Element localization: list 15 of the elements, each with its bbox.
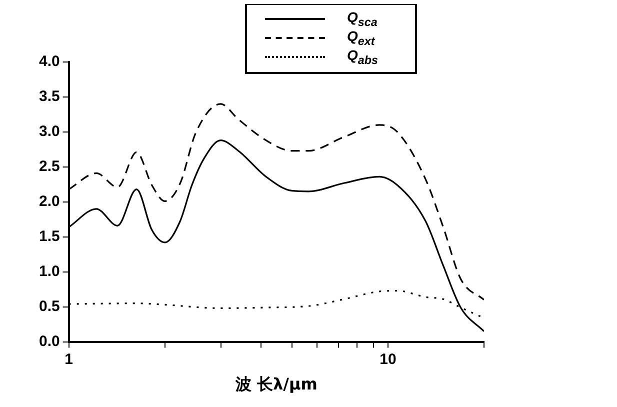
y-tick-label: 1.0 — [38, 262, 60, 280]
x-axis-title: 波 长λ/μm — [234, 374, 318, 394]
y-tick-label: 2.0 — [38, 193, 60, 210]
x-tick-label: 10 — [380, 350, 396, 368]
y-tick-label: 3.5 — [38, 88, 60, 106]
x-tick-label: 1 — [64, 350, 74, 368]
legend-label: Q$_{ext}$ — [347, 28, 375, 48]
y-tick-label: 1.5 — [38, 228, 60, 246]
y-tick-label: 0.5 — [38, 298, 60, 315]
y-tick-label: 0.0 — [38, 332, 60, 350]
y-tick-label: 3.0 — [38, 123, 60, 140]
legend-label: Q$_{sca}$ — [347, 8, 378, 28]
legend-label: Q$_{abs}$ — [347, 46, 378, 66]
y-tick-label: 4.0 — [38, 53, 60, 70]
y-tick-label: 2.5 — [38, 158, 60, 176]
